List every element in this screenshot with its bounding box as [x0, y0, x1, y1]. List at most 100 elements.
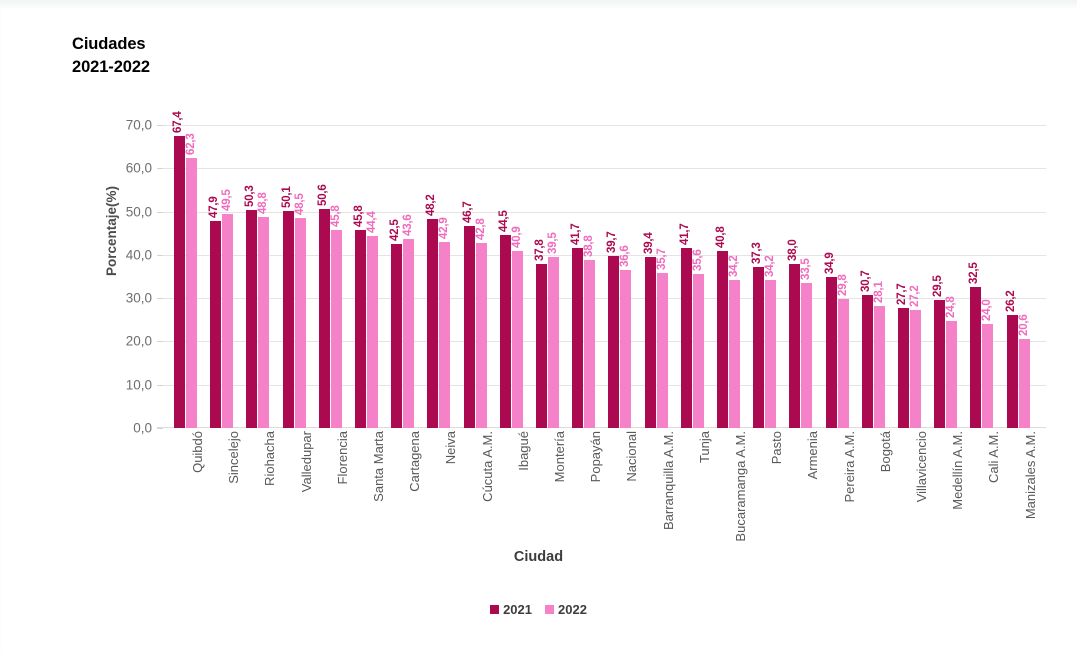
bar-group[interactable]: 29,5 24,8 [932, 125, 958, 428]
bar-group[interactable]: 40,8 34,2 [715, 125, 740, 428]
bar-2022[interactable] [692, 273, 704, 428]
bar-value-label: 34,9 [823, 252, 836, 274]
bar-value-label: 49,5 [221, 189, 234, 211]
bar-group[interactable]: 48,2 42,9 [425, 125, 451, 428]
bar-group[interactable]: 50,3 48,8 [244, 125, 270, 428]
bar-2021[interactable] [427, 219, 439, 428]
bar-2021[interactable] [282, 211, 294, 428]
bar-group[interactable]: 37,8 39,5 [534, 125, 559, 428]
bar-2021[interactable] [934, 300, 946, 428]
bar-2022[interactable] [330, 229, 342, 428]
x-axis-tick-label: Cúcuta A.M. [479, 431, 495, 502]
bar-2021[interactable] [355, 229, 366, 428]
bar-2021[interactable] [174, 136, 185, 428]
x-axis-tick-label: Pasto [769, 431, 785, 465]
bar-group[interactable]: 38,0 33,5 [787, 125, 813, 428]
bar-2021[interactable] [608, 256, 620, 428]
bar-2022[interactable] [873, 306, 885, 428]
bar-2021[interactable] [536, 264, 547, 428]
bar-2022[interactable] [186, 158, 197, 428]
bar-2021[interactable] [680, 247, 692, 428]
x-axis-tick-label: Manizales A.M. [1022, 431, 1038, 520]
bar-group[interactable]: 39,7 36,6 [606, 125, 632, 428]
bar-2022[interactable] [258, 216, 270, 428]
bar-2022[interactable] [475, 242, 487, 428]
bar-value-label: 62,3 [185, 133, 197, 156]
bar-group[interactable]: 41,7 38,8 [570, 125, 596, 428]
x-axis-tick-label: Bucaramanga A.M. [733, 431, 748, 542]
bar-group[interactable]: 34,9 29,8 [823, 125, 849, 428]
x-axis-tick-label: Montería [552, 431, 567, 483]
bar-value-label: 27,7 [896, 283, 908, 306]
bar-2022[interactable] [837, 299, 849, 428]
bar-group[interactable]: 26,2 20,6 [1004, 125, 1030, 428]
bar-group[interactable]: 37,3 34,2 [751, 125, 777, 428]
bar-2021[interactable] [753, 266, 765, 428]
bar-2021[interactable] [970, 287, 982, 428]
bar-group[interactable]: 42,5 43,6 [389, 125, 415, 428]
bar-2021[interactable] [861, 295, 873, 428]
bar-2022[interactable] [511, 250, 523, 428]
x-axis-tick-label: Nacional [624, 431, 640, 482]
bar-group[interactable]: 47,9 49,5 [208, 125, 234, 428]
bar-group[interactable]: 50,6 45,8 [317, 125, 342, 428]
bar-group[interactable]: 44,5 40,9 [498, 125, 523, 428]
bar-2021[interactable] [1006, 314, 1018, 428]
bar-2021[interactable] [318, 208, 330, 428]
bar-value-label: 38,8 [583, 235, 596, 258]
bar-value-label: 26,2 [1004, 290, 1017, 312]
bar-2022[interactable] [548, 257, 559, 428]
bar-group[interactable]: 32,5 24,0 [968, 125, 994, 428]
bar-group[interactable]: 30,7 28,1 [860, 125, 885, 428]
page-left-edge [0, 9, 2, 651]
bar-2022[interactable] [620, 269, 632, 428]
bar-2021[interactable] [463, 225, 475, 428]
bar-2021[interactable] [789, 263, 801, 428]
bar-2021[interactable] [210, 220, 222, 428]
bar-2022[interactable] [1018, 338, 1030, 428]
bar-2022[interactable] [729, 279, 740, 428]
bar-2021[interactable] [246, 210, 258, 428]
bar-group[interactable]: 45,8 44,4 [353, 125, 378, 428]
x-axis-tick-label: Santa Marta [371, 431, 386, 502]
y-axis-tick-label: 60,0 [125, 160, 152, 176]
bar-2022[interactable] [367, 235, 378, 428]
bar-2022[interactable] [584, 260, 596, 428]
bar-2021[interactable] [825, 276, 837, 428]
x-axis-tick-label: Florencia [334, 431, 350, 485]
bar-2022[interactable] [439, 242, 451, 428]
bar-2021[interactable] [644, 257, 656, 428]
bar-2022[interactable] [982, 324, 994, 428]
bar-2021[interactable] [717, 251, 728, 428]
x-axis-tick-label: Bogotá [877, 431, 893, 473]
bar-group[interactable]: 67,4 62,3 [172, 112, 197, 428]
bar-2021[interactable] [391, 244, 403, 428]
bar-group[interactable]: 50,1 48,5 [281, 125, 306, 428]
legend-entry[interactable]: 2022 [545, 602, 587, 617]
bar-2021[interactable] [898, 308, 909, 428]
bar-value-label: 67,4 [172, 111, 184, 134]
bar-group[interactable]: 39,4 35,7 [643, 125, 668, 428]
bar-2022[interactable] [765, 279, 777, 428]
legend-entry[interactable]: 2021 [490, 602, 532, 617]
bar-2022[interactable] [910, 310, 921, 428]
x-axis-tick-label: Cali A.M. [986, 431, 1002, 484]
bar-2022[interactable] [222, 213, 234, 428]
y-axis-tick-label: 70,0 [125, 117, 152, 133]
x-axis-baseline [157, 427, 1046, 428]
bar-2021[interactable] [572, 247, 584, 428]
gridline [163, 211, 1046, 213]
bar-group[interactable]: 41,7 35,6 [679, 125, 704, 428]
bar-value-label: 44,4 [366, 211, 378, 233]
bar-2022[interactable] [294, 218, 306, 428]
bar-2022[interactable] [656, 273, 668, 428]
bar-group[interactable]: 27,7 27,2 [896, 125, 921, 428]
bar-group[interactable]: 46,7 42,8 [462, 125, 487, 428]
bar-2022[interactable] [801, 283, 813, 428]
bar-2022[interactable] [946, 320, 958, 428]
bar-value-label: 36,6 [619, 244, 632, 267]
bar-2021[interactable] [499, 235, 511, 428]
bar-2022[interactable] [403, 239, 415, 428]
bar-value-label: 43,6 [402, 214, 415, 237]
x-axis-tick-label: Quibdó [190, 431, 205, 473]
